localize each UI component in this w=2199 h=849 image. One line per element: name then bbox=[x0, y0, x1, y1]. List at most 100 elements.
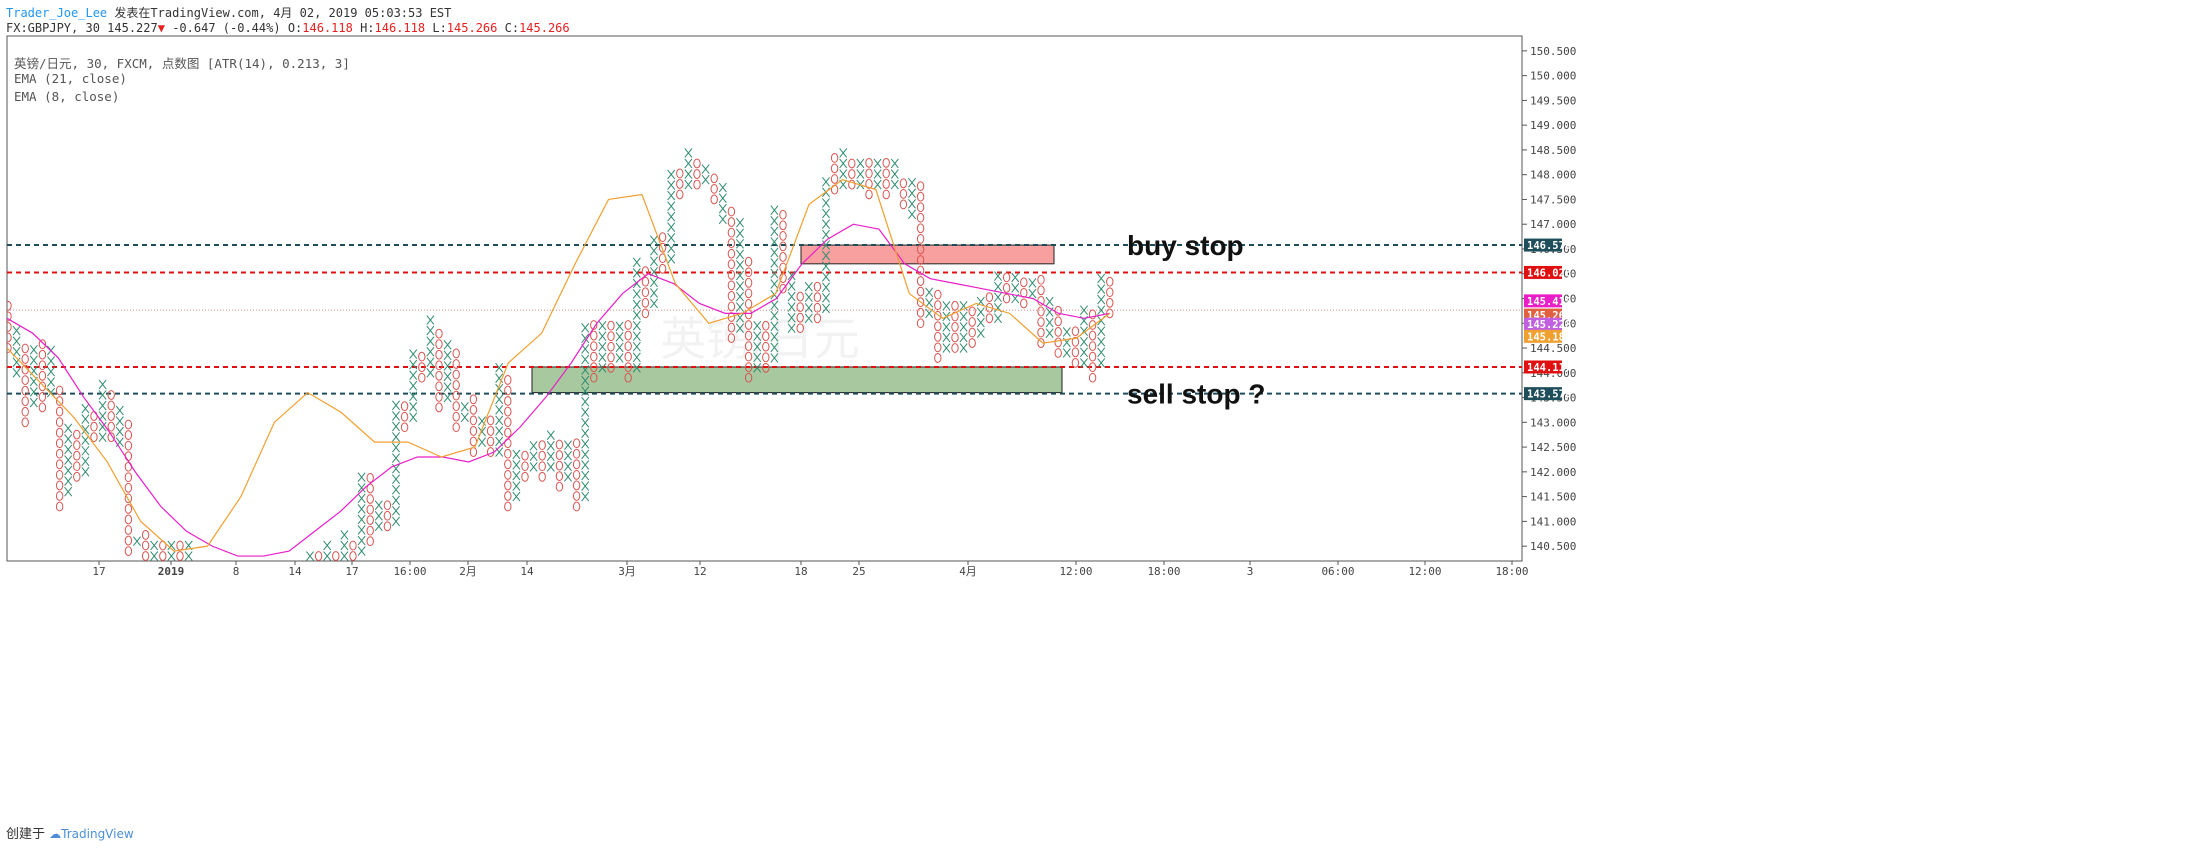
o-box bbox=[779, 262, 787, 273]
pnf-column bbox=[133, 536, 141, 547]
o-box bbox=[727, 248, 736, 259]
x-box bbox=[684, 179, 693, 190]
o-box bbox=[658, 242, 667, 253]
o-box bbox=[435, 339, 443, 350]
x-box bbox=[443, 339, 452, 350]
price-label-bg bbox=[1524, 317, 1562, 331]
pnf-column bbox=[925, 287, 934, 319]
x-box bbox=[787, 281, 796, 291]
x-box bbox=[736, 249, 744, 260]
x-box bbox=[1097, 358, 1106, 368]
x-box bbox=[392, 516, 400, 527]
x-box bbox=[770, 237, 779, 247]
x-box bbox=[736, 260, 744, 270]
y-tick-label: 147.000 bbox=[1530, 218, 1576, 231]
x-box bbox=[564, 440, 572, 450]
o-box bbox=[916, 202, 925, 213]
o-box bbox=[521, 461, 529, 472]
x-tick-label: 18 bbox=[794, 565, 807, 578]
x-box bbox=[529, 440, 538, 451]
x-box bbox=[994, 292, 1002, 303]
legend-ema21[interactable]: EMA (21, close) bbox=[14, 71, 127, 86]
o-box bbox=[813, 302, 822, 313]
x-box bbox=[770, 258, 779, 268]
o-box bbox=[916, 318, 925, 329]
price-label-text: 145.412 bbox=[1527, 296, 1571, 308]
price-label: 146.579 bbox=[1524, 238, 1571, 252]
x-box bbox=[959, 301, 968, 311]
o-box bbox=[452, 390, 460, 401]
pnf-column bbox=[90, 411, 98, 443]
x-box bbox=[64, 486, 73, 497]
o-box bbox=[7, 332, 12, 343]
x-box bbox=[495, 405, 504, 415]
x-box bbox=[64, 455, 73, 465]
o-box bbox=[21, 396, 29, 407]
o-box bbox=[951, 311, 959, 322]
o-box bbox=[469, 394, 478, 405]
o-box bbox=[607, 331, 615, 342]
o-box bbox=[435, 328, 443, 339]
x-box bbox=[443, 350, 452, 361]
x-box bbox=[1080, 358, 1088, 368]
x-box bbox=[1028, 288, 1037, 299]
legend-ema8[interactable]: EMA (8, close) bbox=[14, 89, 120, 104]
o-box bbox=[1071, 347, 1080, 358]
o-box bbox=[521, 471, 529, 482]
x-box bbox=[374, 500, 383, 511]
o-box bbox=[590, 362, 598, 373]
o-box bbox=[1071, 357, 1080, 368]
o-box bbox=[658, 232, 667, 243]
tradingview-brand[interactable]: TradingView bbox=[61, 827, 134, 841]
pnf-column bbox=[426, 315, 435, 378]
o-box bbox=[916, 276, 925, 286]
o-box bbox=[641, 276, 650, 287]
o-box bbox=[504, 448, 512, 459]
o-box bbox=[400, 411, 409, 422]
legend-main[interactable]: 英镑/日元, 30, FXCM, 点数图 [ATR(14), 0.213, 3] bbox=[14, 56, 350, 71]
pnf-column bbox=[693, 158, 701, 190]
o-box bbox=[951, 343, 959, 353]
x-box bbox=[115, 416, 124, 426]
o-box bbox=[934, 353, 942, 363]
o-box bbox=[1020, 277, 1028, 288]
o-box bbox=[73, 440, 81, 451]
pnf-column bbox=[951, 300, 959, 353]
pnf-column bbox=[658, 232, 667, 274]
pnf-column bbox=[1097, 273, 1106, 368]
pnf-column bbox=[882, 157, 890, 200]
o-box bbox=[435, 360, 443, 371]
o-box bbox=[727, 238, 736, 249]
o-box bbox=[452, 369, 460, 380]
o-box bbox=[55, 385, 64, 396]
o-box bbox=[21, 343, 29, 354]
o-box bbox=[452, 411, 460, 422]
o-box bbox=[366, 472, 374, 483]
pnf-column bbox=[1037, 274, 1045, 348]
x-box bbox=[1080, 305, 1088, 315]
o-box bbox=[916, 286, 925, 297]
o-box bbox=[435, 392, 443, 402]
pnf-column bbox=[21, 343, 29, 428]
tradingview-logo-icon[interactable]: ☁ bbox=[49, 827, 62, 841]
y-tick-label: 141.000 bbox=[1530, 515, 1576, 528]
o-box bbox=[727, 217, 736, 227]
author-link[interactable]: Trader_Joe_Lee bbox=[6, 6, 108, 20]
o-box bbox=[366, 536, 374, 547]
x-box bbox=[753, 352, 762, 363]
x-box bbox=[133, 536, 141, 547]
o-box bbox=[124, 525, 133, 535]
o-box bbox=[366, 525, 374, 536]
open-value: 146.118 bbox=[302, 21, 353, 35]
x-box bbox=[942, 343, 951, 353]
pnf-column bbox=[985, 292, 994, 324]
x-box bbox=[29, 344, 38, 355]
x-tick-label: 12 bbox=[693, 565, 706, 578]
pnf-column bbox=[81, 403, 90, 477]
x-tick-label: 3月 bbox=[618, 565, 636, 578]
o-box bbox=[124, 546, 133, 556]
o-box bbox=[865, 168, 873, 179]
y-tick-label: 148.000 bbox=[1530, 169, 1576, 182]
y-tick-label: 142.500 bbox=[1530, 441, 1576, 454]
